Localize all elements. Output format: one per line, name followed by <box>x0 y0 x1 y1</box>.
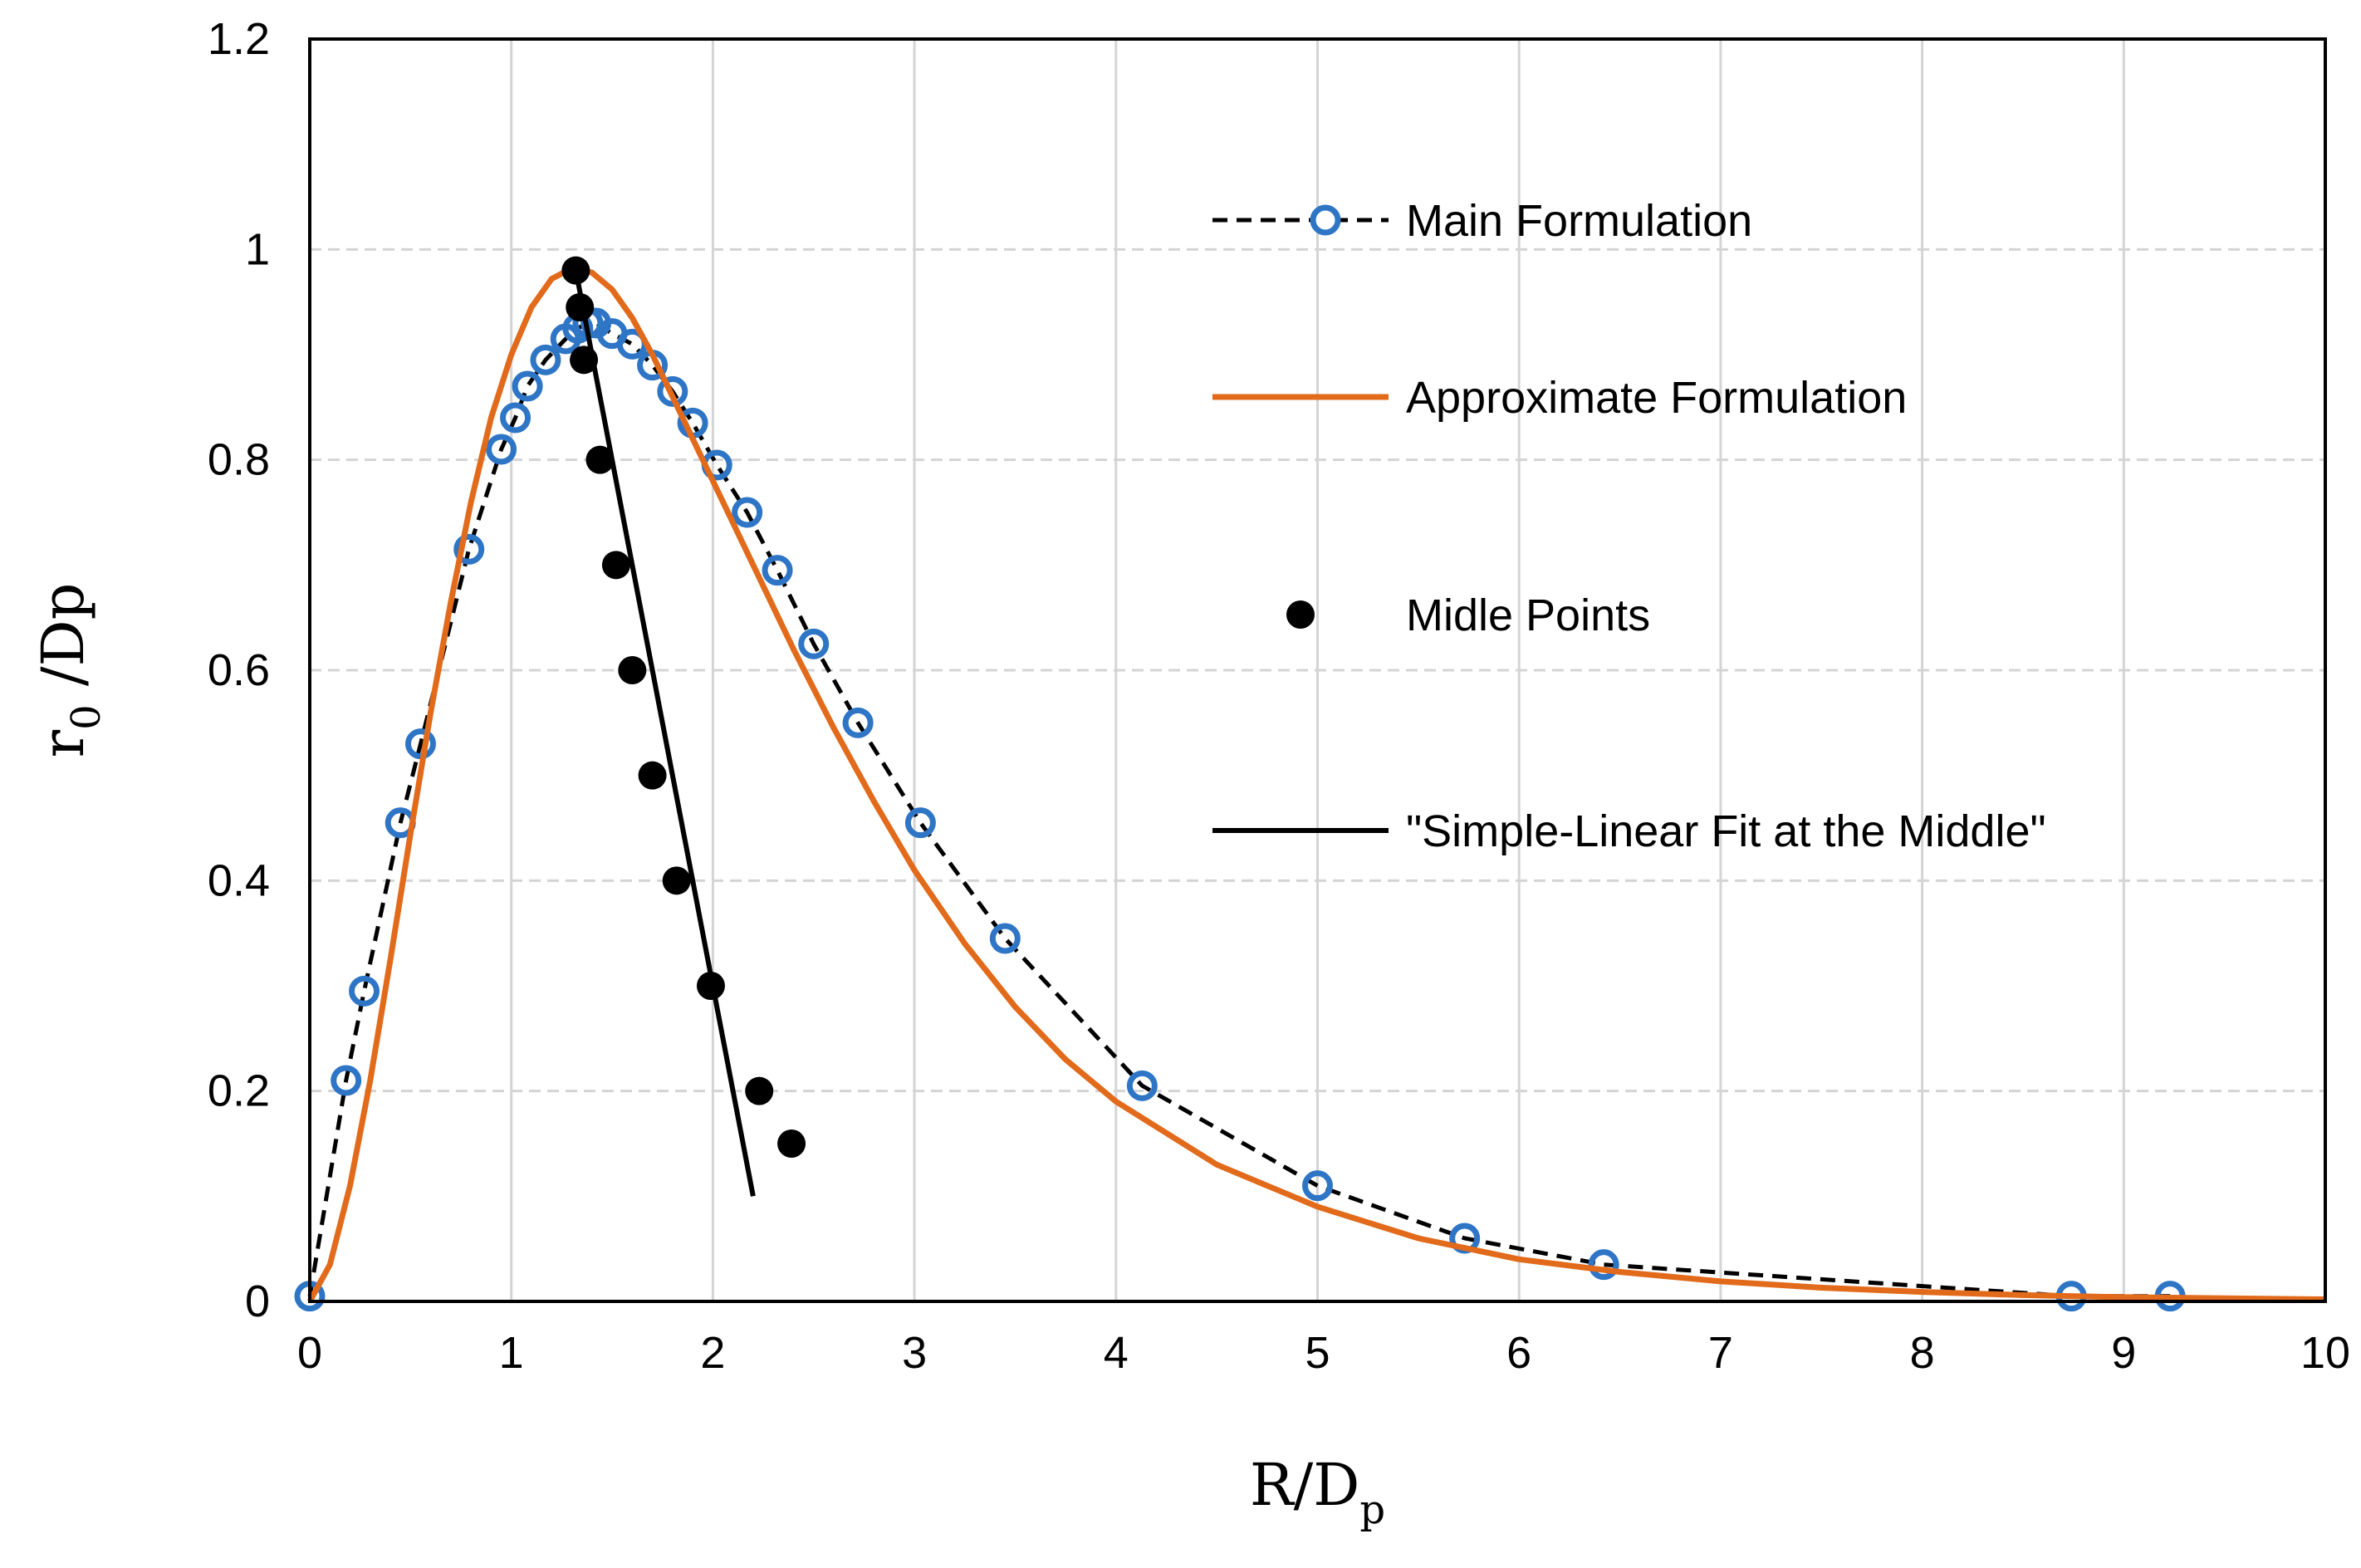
main-formulation-point <box>486 434 517 465</box>
main-formulation-point <box>732 497 763 528</box>
legend-label-main: Main Formulation <box>1406 196 1752 246</box>
main-formulation-point <box>530 344 561 375</box>
main-formulation-point <box>331 1065 362 1096</box>
legend-label-fit: "Simple-Linear Fit at the Middle" <box>1406 806 2046 856</box>
x-axis-title: R/Dp <box>1250 1451 1385 1533</box>
y-tick-label: 0.4 <box>208 855 270 905</box>
x-tick-label: 6 <box>1506 1328 1531 1378</box>
main-formulation-point <box>500 402 531 434</box>
y-axis-title: r0 /Dp <box>29 583 110 758</box>
midle-point <box>618 656 647 684</box>
midle-point <box>638 761 667 790</box>
midle-point <box>696 972 725 1000</box>
legend-main-marker <box>1310 204 1341 236</box>
x-tick-label: 5 <box>1305 1328 1330 1378</box>
midle-point <box>662 866 691 895</box>
x-tick-label: 8 <box>1910 1328 1935 1378</box>
midle-point <box>561 256 590 285</box>
x-axis-title-sub: p <box>1359 1487 1385 1533</box>
y-axis-title-main: r <box>29 729 97 757</box>
main-formulation-point <box>1302 1170 1333 1202</box>
x-tick-label: 3 <box>902 1328 927 1378</box>
legend: Main Formulation Approximate Formulation M… <box>1212 196 2046 856</box>
midle-point <box>601 551 630 580</box>
legend-label-midle: Midle Points <box>1406 590 1650 640</box>
tick-labels: 0 1 2 3 4 5 6 7 8 9 10 0 0.2 0.4 0.6 0.8 1 1.2 <box>208 14 2350 1378</box>
x-tick-label: 0 <box>297 1328 322 1378</box>
midle-point <box>745 1076 774 1105</box>
y-tick-label: 0.8 <box>208 435 270 485</box>
y-tick-label: 0 <box>245 1276 270 1326</box>
y-axis-title-rest: /Dp <box>29 583 97 705</box>
midle-point <box>570 345 599 375</box>
main-formulation-point <box>904 807 936 839</box>
main-formulation-point <box>798 628 830 659</box>
y-tick-label: 0.2 <box>208 1066 270 1116</box>
main-formulation-point <box>1588 1249 1619 1281</box>
main-formulation-point <box>989 923 1021 954</box>
plot-frame <box>308 37 2327 1303</box>
gridlines <box>310 39 2325 1301</box>
x-tick-label: 1 <box>499 1328 524 1378</box>
y-axis-title-sub: 0 <box>63 704 110 730</box>
x-tick-label: 9 <box>2111 1328 2136 1378</box>
legend-label-approx: Approximate Formulation <box>1406 373 1907 423</box>
y-tick-label: 1 <box>245 224 270 274</box>
legend-midle-marker <box>1286 600 1315 629</box>
main-formulation-point <box>1126 1070 1158 1101</box>
main-formulation-point <box>842 707 874 738</box>
linear-fit-line <box>573 270 756 1197</box>
x-tick-label: 7 <box>1708 1328 1733 1378</box>
main-formulation-point <box>349 975 380 1007</box>
x-axis-title-main: R/D <box>1250 1451 1359 1519</box>
x-tick-label: 4 <box>1104 1328 1129 1378</box>
y-tick-label: 1.2 <box>208 14 270 64</box>
midle-point <box>566 293 595 321</box>
main-formulation-point <box>512 370 543 402</box>
main-formulation-point <box>762 555 793 586</box>
main-formulation-point <box>657 375 688 407</box>
x-tick-label: 10 <box>2300 1328 2350 1378</box>
midle-point <box>585 445 615 474</box>
x-tick-label: 2 <box>700 1328 725 1378</box>
y-tick-label: 0.6 <box>208 645 270 695</box>
main-formulation-point <box>453 533 485 565</box>
approximate-formulation-line <box>306 265 2326 1303</box>
midle-point <box>777 1129 806 1158</box>
series-layer <box>294 256 2326 1312</box>
